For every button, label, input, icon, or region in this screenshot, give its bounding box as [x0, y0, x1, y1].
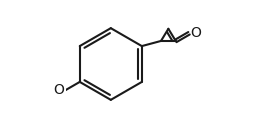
Text: O: O: [54, 83, 64, 97]
Text: O: O: [190, 26, 201, 40]
